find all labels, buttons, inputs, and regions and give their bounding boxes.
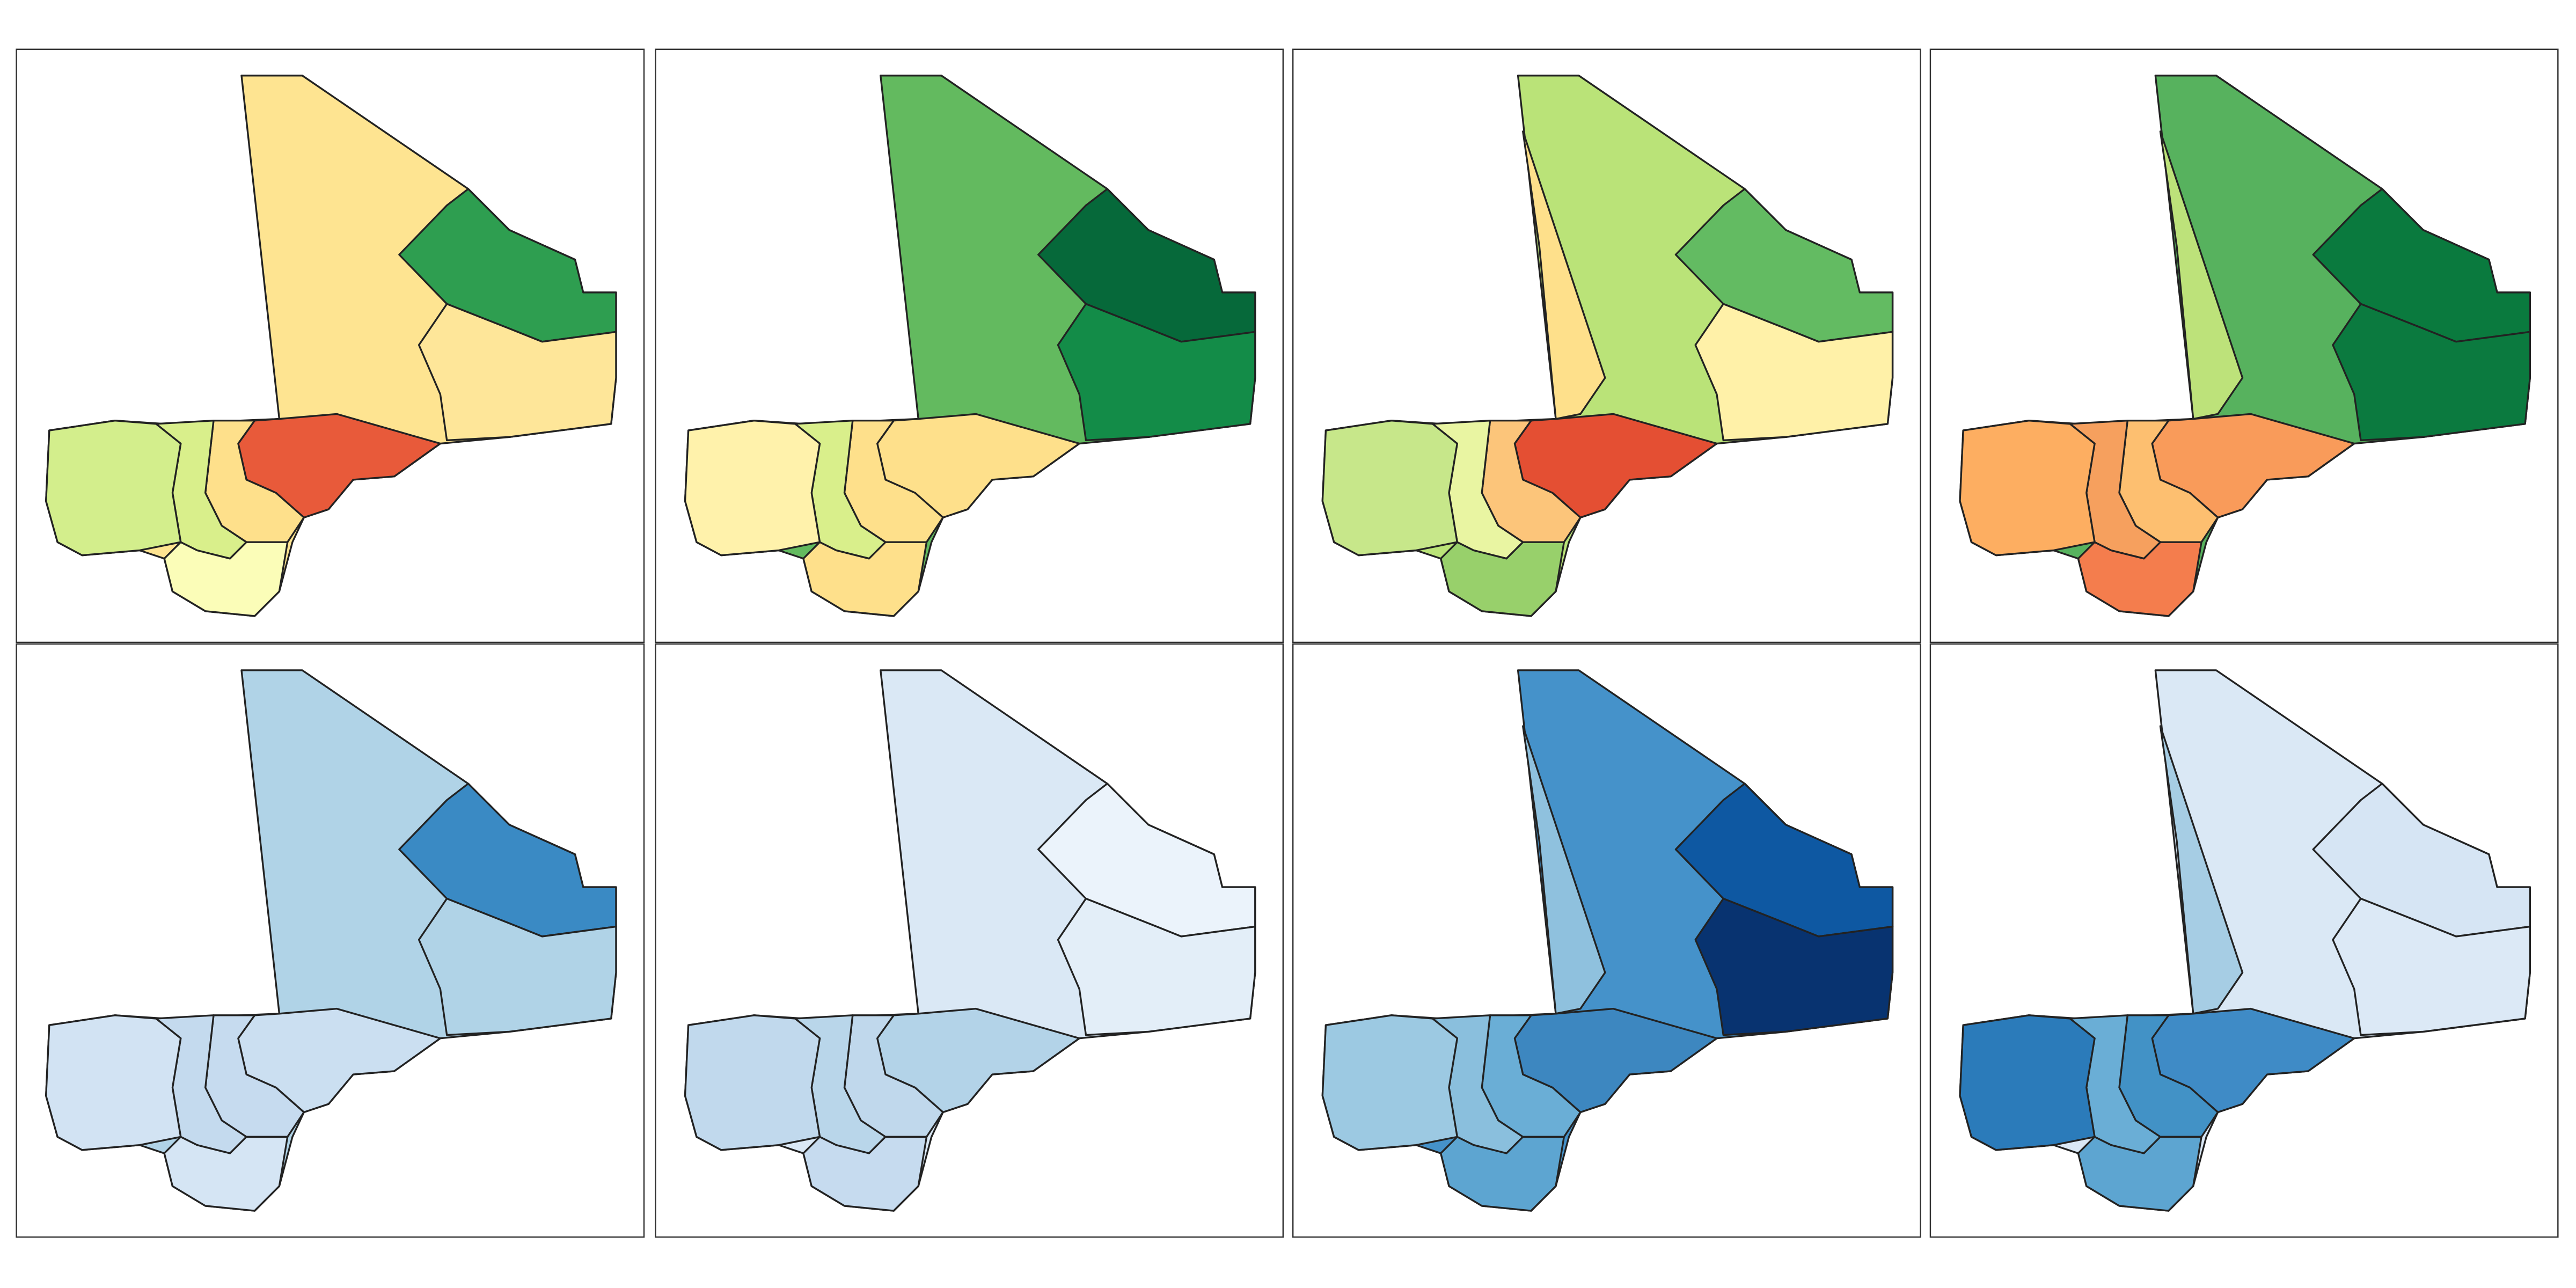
- region: [163, 1136, 289, 1212]
- region: [684, 1014, 821, 1151]
- region: [684, 419, 821, 557]
- region: [45, 1014, 182, 1151]
- region: [1522, 725, 1606, 1015]
- map-panel: [16, 643, 645, 1238]
- region: [45, 419, 182, 557]
- region: [1959, 1014, 2096, 1151]
- region: [2159, 130, 2244, 420]
- map-panel: [655, 48, 1284, 643]
- region: [2077, 1136, 2202, 1212]
- region: [1057, 897, 1256, 1036]
- map-panel: [1292, 643, 1921, 1238]
- region: [1694, 897, 1894, 1036]
- region: [1959, 419, 2096, 557]
- region: [1321, 1014, 1458, 1151]
- region: [2332, 303, 2531, 442]
- map-panel: [1929, 48, 2559, 643]
- region: [802, 1136, 928, 1212]
- region: [163, 541, 289, 617]
- map-panel: [1929, 643, 2559, 1238]
- region: [418, 303, 617, 442]
- region: [1440, 1136, 1565, 1212]
- region: [2332, 897, 2531, 1036]
- map-panel: [16, 48, 645, 643]
- region: [2077, 541, 2202, 617]
- region: [1522, 130, 1606, 420]
- region: [1694, 303, 1894, 442]
- map-panel: [1292, 48, 1921, 643]
- region: [802, 541, 928, 617]
- region: [2159, 725, 2244, 1015]
- region: [1057, 303, 1256, 442]
- map-panel: [655, 643, 1284, 1238]
- region: [1440, 541, 1565, 617]
- region: [1321, 419, 1458, 557]
- region: [418, 897, 617, 1036]
